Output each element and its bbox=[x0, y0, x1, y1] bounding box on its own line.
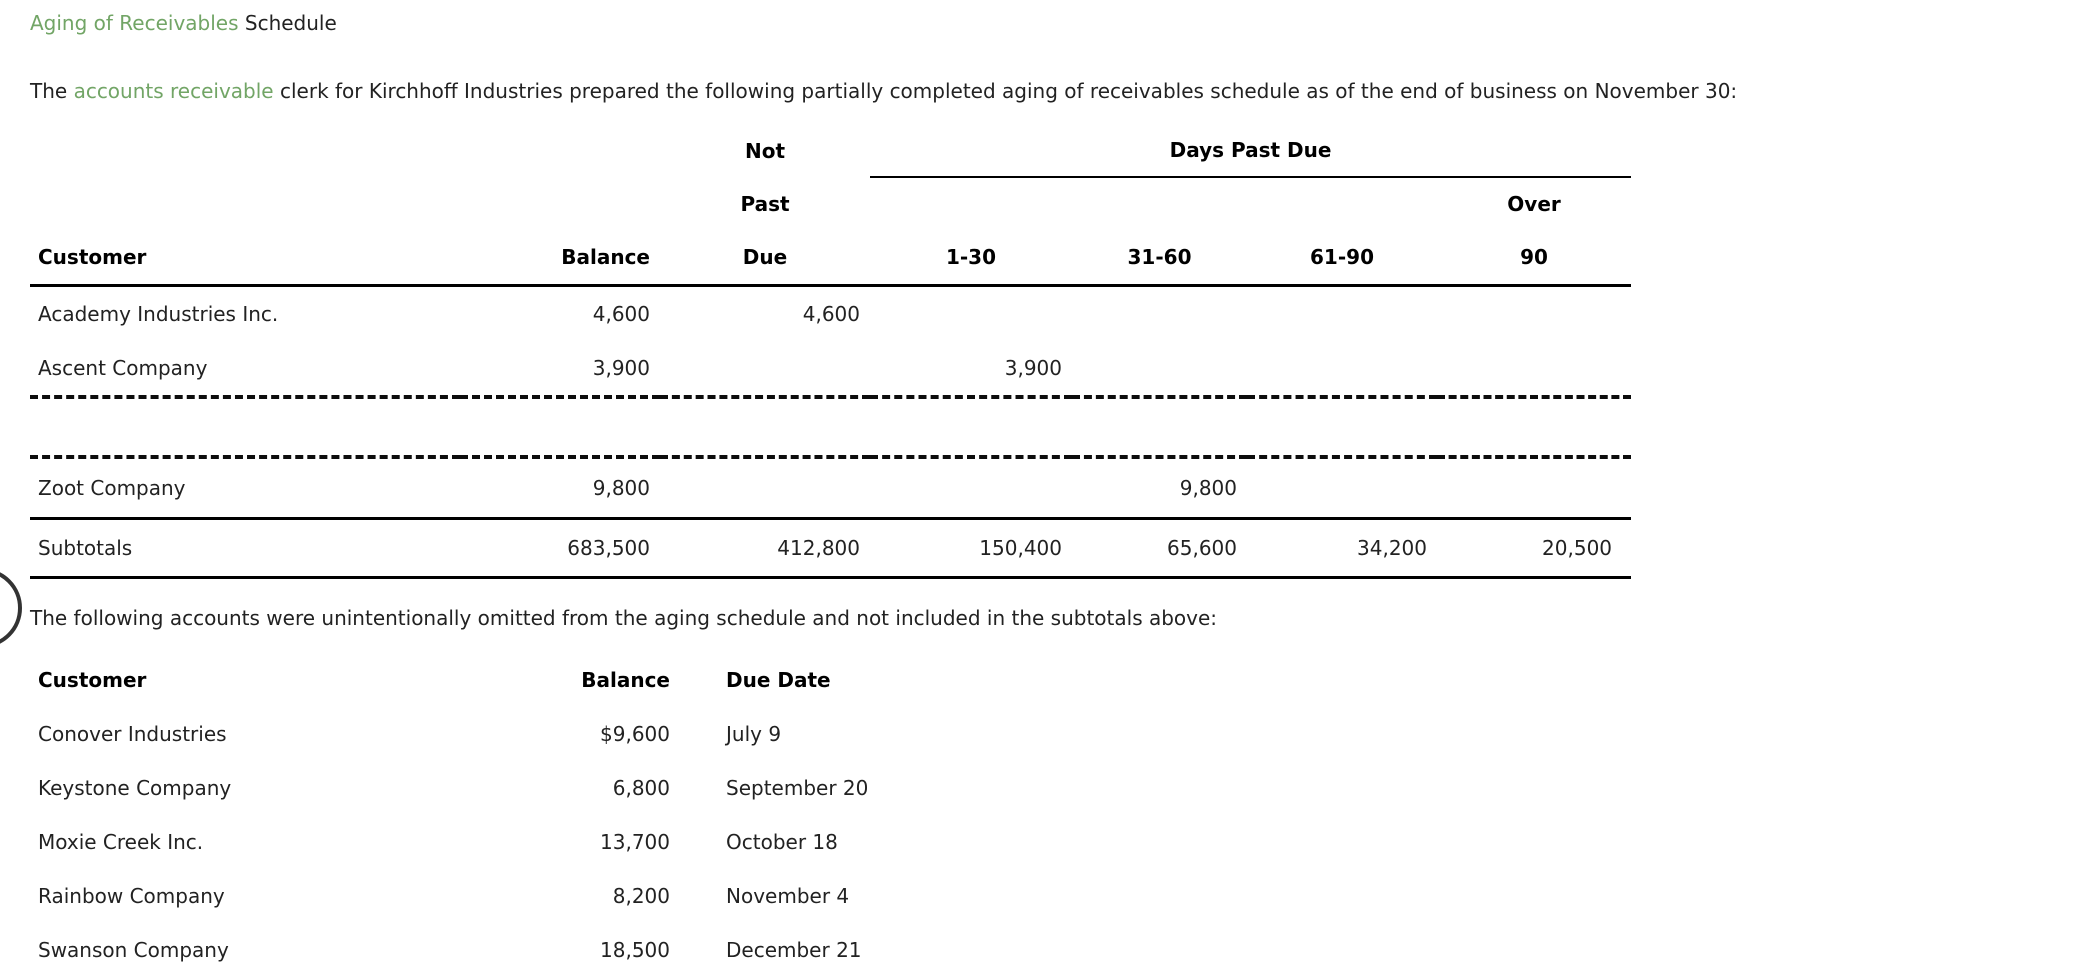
subtotals-label: Subtotals bbox=[30, 517, 460, 579]
d31-60-value: 9,800 bbox=[1072, 455, 1247, 519]
balance-value: 4,600 bbox=[592, 302, 650, 326]
customer-name: Zoot Company bbox=[30, 455, 460, 519]
header-90: 90 bbox=[1437, 230, 1632, 287]
header-past: Past bbox=[740, 191, 790, 216]
subtotals-row: Subtotals 683,500 412,800 150,400 65,600… bbox=[30, 517, 1632, 579]
due-date-value: July 9 bbox=[726, 722, 782, 746]
customer-name: Conover Industries bbox=[38, 722, 227, 746]
page-title: Aging of Receivables Schedule bbox=[30, 10, 2096, 36]
table-row-keystone: Keystone Company 6,800 September 20 bbox=[30, 761, 1020, 815]
subtotal-balance: 683,500 bbox=[460, 517, 660, 579]
header-1-30: 1-30 bbox=[870, 230, 1072, 287]
intro-prefix: The bbox=[30, 79, 74, 103]
balance-value: 13,700 bbox=[600, 830, 670, 854]
subtotal-61-90: 34,200 bbox=[1247, 517, 1437, 579]
header-due: Due bbox=[660, 230, 870, 287]
header-days-past-due: Days Past Due bbox=[870, 124, 1632, 178]
subtotal-31-60: 65,600 bbox=[1072, 517, 1247, 579]
due-date-value: December 21 bbox=[726, 938, 862, 962]
header-31-60: 31-60 bbox=[1072, 230, 1247, 287]
balance-value: 3,900 bbox=[592, 356, 650, 380]
d1-30-value bbox=[870, 286, 1072, 342]
table-row-zoot: Zoot Company 9,800 9,800 bbox=[30, 455, 1632, 519]
omitted-accounts-table: Customer Balance Due Date Conover Indust… bbox=[30, 653, 1020, 977]
header-balance: Balance bbox=[581, 668, 670, 692]
over-90-value bbox=[1437, 286, 1631, 342]
table-row-moxie: Moxie Creek Inc. 13,700 October 18 bbox=[30, 815, 1020, 869]
header-customer: Customer bbox=[30, 230, 460, 287]
customer-name: Keystone Company bbox=[38, 776, 232, 800]
aging-of-receivables-glossary-link[interactable]: Aging of Receivables bbox=[30, 11, 239, 35]
subtotal-over-90: 20,500 bbox=[1437, 517, 1632, 579]
header-not: Not bbox=[744, 138, 786, 163]
not-past-due-value bbox=[660, 455, 870, 519]
customer-name: Ascent Company bbox=[38, 356, 208, 380]
table-row-swanson: Swanson Company 18,500 December 21 bbox=[30, 923, 1020, 977]
table-row-ascent: Ascent Company 3,900 3,900 bbox=[30, 341, 1631, 397]
d1-30-value bbox=[870, 455, 1072, 519]
d61-90-value bbox=[1247, 286, 1437, 342]
omitted-header-row: Customer Balance Due Date bbox=[30, 653, 1020, 707]
subtotal-1-30: 150,400 bbox=[870, 517, 1072, 579]
d61-90-value bbox=[1247, 455, 1437, 519]
not-past-due-value: 4,600 bbox=[802, 302, 860, 326]
header-customer: Customer bbox=[38, 668, 147, 692]
over-90-value bbox=[1437, 341, 1631, 397]
customer-name: Rainbow Company bbox=[38, 884, 225, 908]
not-past-due-value bbox=[660, 341, 870, 397]
table-row-rainbow: Rainbow Company 8,200 November 4 bbox=[30, 869, 1020, 923]
balance-value: 6,800 bbox=[612, 776, 670, 800]
due-date-value: October 18 bbox=[726, 830, 838, 854]
customer-name: Moxie Creek Inc. bbox=[38, 830, 204, 854]
aging-header-row-1: Not Days Past Due bbox=[30, 124, 1632, 178]
accounts-receivable-glossary-link[interactable]: accounts receivable bbox=[73, 79, 274, 103]
balance-value: 9,800 bbox=[460, 455, 660, 519]
intro-paragraph: The accounts receivable clerk for Kirchh… bbox=[30, 78, 2096, 104]
d31-60-value bbox=[1072, 341, 1247, 397]
header-over: Over bbox=[1507, 192, 1561, 216]
balance-value: 18,500 bbox=[600, 938, 670, 962]
over-90-value bbox=[1437, 455, 1632, 519]
header-61-90: 61-90 bbox=[1247, 230, 1437, 287]
omitted-rows-gap bbox=[30, 395, 1632, 457]
omitted-note: The following accounts were unintentiona… bbox=[30, 606, 1218, 630]
table-row-conover: Conover Industries $9,600 July 9 bbox=[30, 707, 1020, 761]
balance-value: 8,200 bbox=[612, 884, 670, 908]
d1-30-value: 3,900 bbox=[1004, 356, 1062, 380]
table-row-academy: Academy Industries Inc. 4,600 4,600 bbox=[30, 286, 1631, 342]
subtotal-not-past-due: 412,800 bbox=[660, 517, 870, 579]
aging-schedule-table: Not Days Past Due Past Over Customer Bal… bbox=[30, 124, 1632, 579]
intro-suffix: clerk for Kirchhoff Industries prepared … bbox=[273, 79, 1738, 103]
page-title-rest: Schedule bbox=[238, 11, 337, 35]
customer-name: Academy Industries Inc. bbox=[38, 302, 279, 326]
due-date-value: September 20 bbox=[726, 776, 869, 800]
balance-value: $9,600 bbox=[600, 722, 670, 746]
aging-header-row-3: Customer Balance Due 1-30 31-60 61-90 90 bbox=[30, 230, 1632, 287]
d61-90-value bbox=[1247, 341, 1437, 397]
customer-name: Swanson Company bbox=[38, 938, 229, 962]
header-balance: Balance bbox=[460, 230, 660, 287]
header-due-date: Due Date bbox=[726, 668, 831, 692]
aging-header-row-2: Past Over bbox=[30, 177, 1631, 230]
d31-60-value bbox=[1072, 286, 1247, 342]
due-date-value: November 4 bbox=[726, 884, 850, 908]
